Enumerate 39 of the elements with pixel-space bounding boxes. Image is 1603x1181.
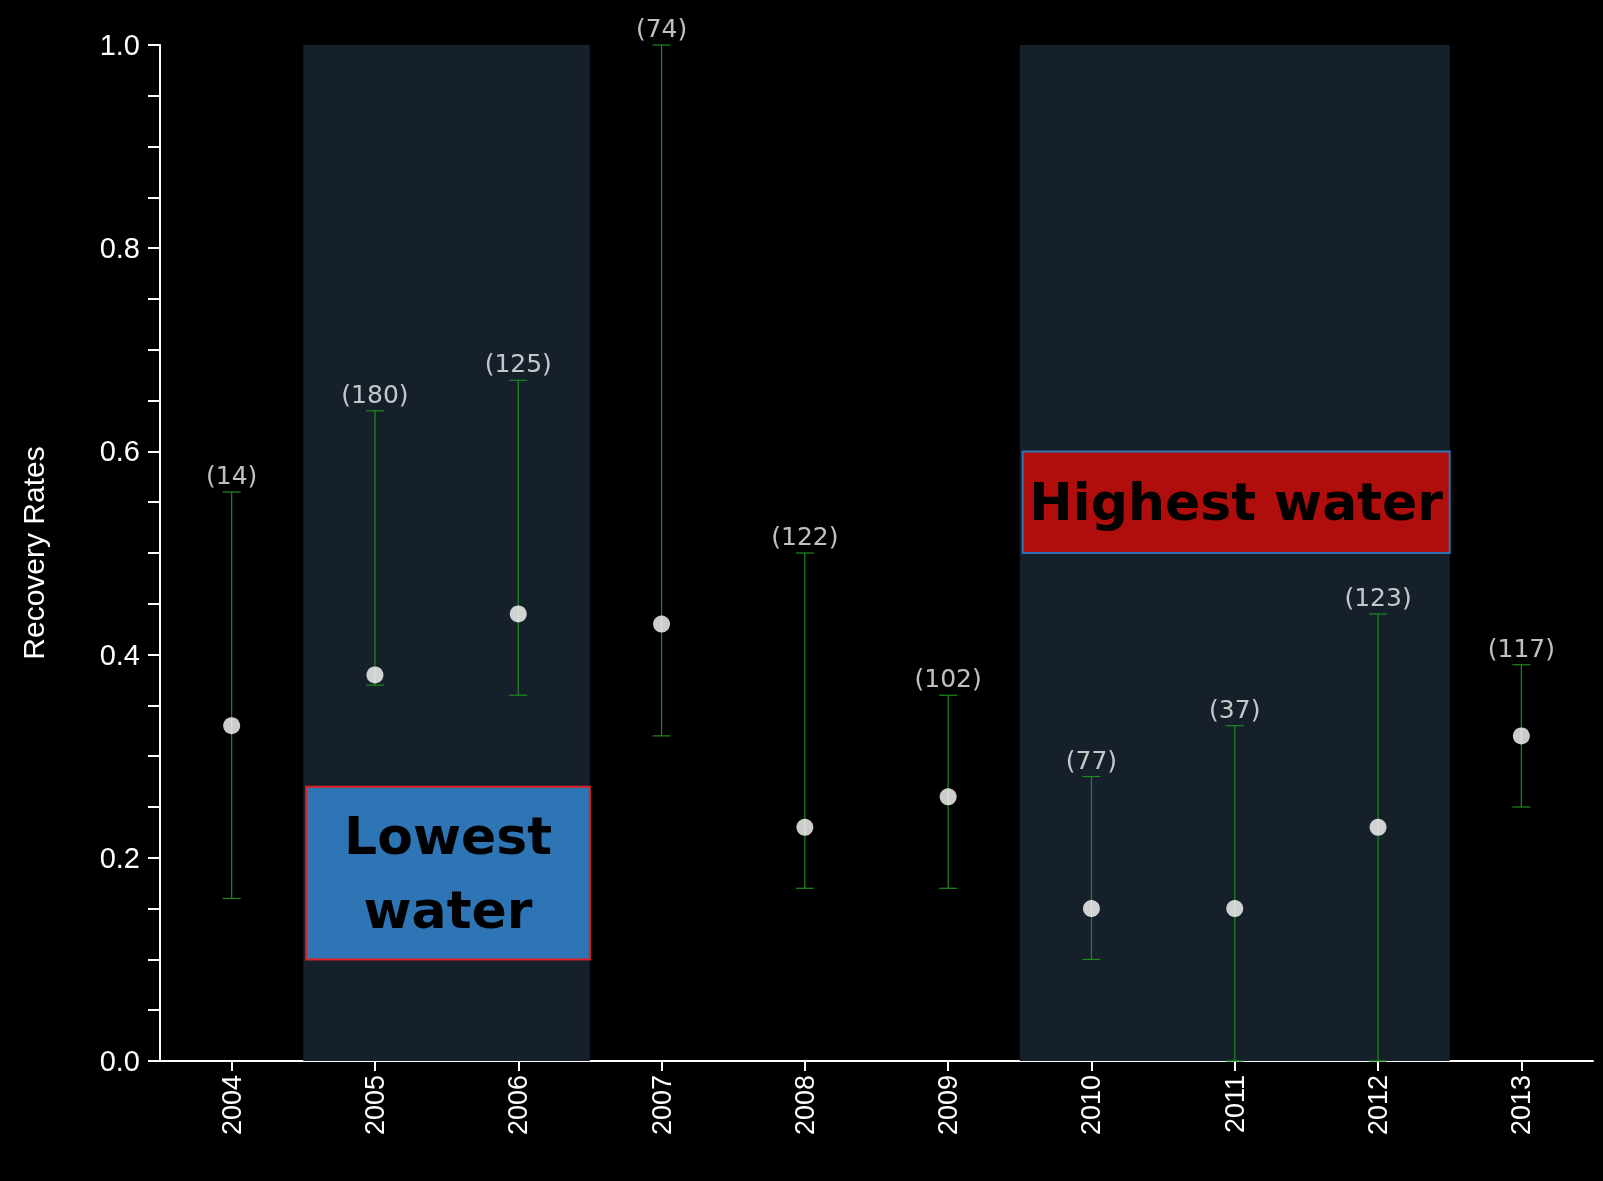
y-tick-label: 0.8 <box>99 232 140 265</box>
x-tick-label: 2010 <box>1076 1075 1107 1136</box>
annotation: (125) <box>484 349 552 379</box>
y-tick-label: 1.0 <box>99 29 140 61</box>
y-tick-label: 0.4 <box>99 638 140 671</box>
point <box>509 605 527 623</box>
annotation: (117) <box>1487 633 1555 663</box>
x-tick-label: 2004 <box>216 1075 247 1136</box>
annotation: (37) <box>1209 694 1261 724</box>
point <box>1512 727 1530 745</box>
point <box>939 788 957 806</box>
band-label: Lowest water <box>344 806 553 941</box>
x-tick-label: 2008 <box>789 1075 820 1136</box>
annotation: (180) <box>341 379 409 409</box>
x-tick-label: 2007 <box>646 1075 677 1136</box>
annotation: (77) <box>1065 745 1118 775</box>
y-tick-label: 0.0 <box>99 1045 140 1077</box>
y-axis-title: Recovery Rates <box>16 446 50 660</box>
x-tick-label: 2013 <box>1506 1075 1537 1136</box>
y-tick-label: 0.2 <box>99 841 140 874</box>
x-tick-label: 2005 <box>359 1075 390 1136</box>
point <box>1369 818 1387 836</box>
point <box>1226 900 1244 918</box>
x-tick-label: 2011 <box>1219 1075 1250 1134</box>
point <box>1082 900 1100 918</box>
y-tick-label: 0.6 <box>99 435 140 468</box>
point <box>366 666 384 684</box>
annotation: (102) <box>914 664 982 694</box>
band-label: Highest water <box>1029 472 1444 533</box>
annotation: (122) <box>771 522 839 551</box>
point <box>796 818 814 836</box>
annotation: (123) <box>1344 582 1412 612</box>
annotation: (74) <box>635 14 688 43</box>
annotation: (14) <box>205 461 258 491</box>
x-tick-label: 2006 <box>503 1075 534 1136</box>
x-tick-label: 2012 <box>1363 1075 1394 1136</box>
point <box>223 717 241 735</box>
point <box>653 615 671 633</box>
x-tick-label: 2009 <box>933 1075 964 1136</box>
